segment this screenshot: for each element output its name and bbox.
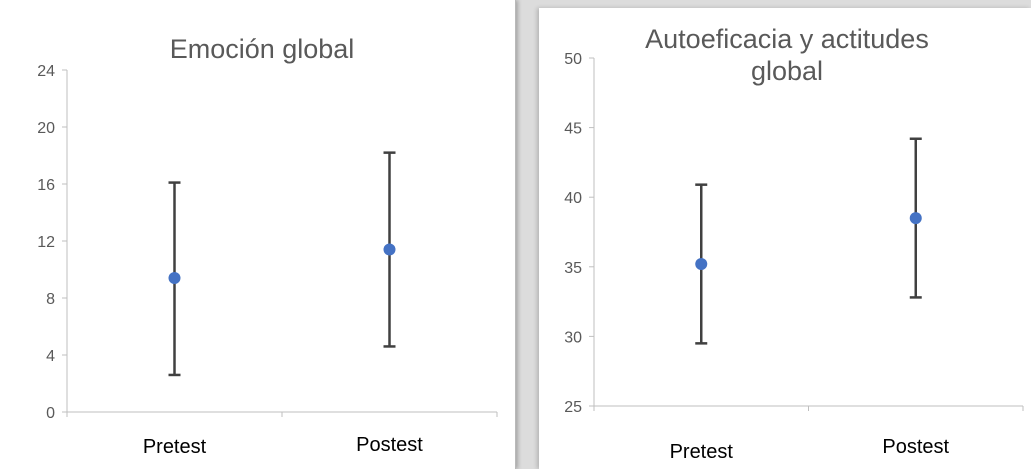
chart-emocion-global: Emoción global 0 4 8 12 16 20 24 Pretest Postest (37, 34, 498, 458)
y-tick-label: 12 (37, 234, 55, 251)
y-tick-label: 30 (564, 329, 582, 346)
y-tick-label: 16 (37, 177, 55, 194)
chart-title-line: Autoeficacia y actitudes (645, 24, 929, 54)
data-point (909, 212, 922, 225)
y-tick-label: 0 (46, 405, 55, 422)
y-tick-label: 4 (46, 348, 55, 365)
y-tick-label: 8 (46, 291, 55, 308)
y-tick-label: 35 (564, 260, 582, 277)
data-point (695, 258, 708, 271)
chart-title-line: Emoción global (170, 34, 355, 64)
y-tick-label: 45 (564, 121, 582, 138)
x-category-label: Pretest (143, 436, 207, 458)
y-tick-label: 24 (37, 63, 55, 80)
data-point (383, 243, 396, 256)
x-category-label: Postest (882, 436, 949, 458)
x-category-label: Postest (356, 434, 423, 456)
data-point (168, 272, 181, 285)
chart-panel-emocion: Emoción global 0 4 8 12 16 20 24 Pretest Postest (0, 0, 516, 469)
chart-panel-autoeficacia: Autoeficacia y actitudes global 25 30 35 40 45… (539, 8, 1031, 469)
chart-title-line: global (751, 56, 823, 86)
y-tick-label: 25 (564, 399, 582, 416)
x-category-label: Pretest (670, 441, 734, 463)
y-tick-label: 50 (564, 51, 582, 68)
y-tick-label: 40 (564, 190, 582, 207)
y-tick-label: 20 (37, 120, 55, 137)
